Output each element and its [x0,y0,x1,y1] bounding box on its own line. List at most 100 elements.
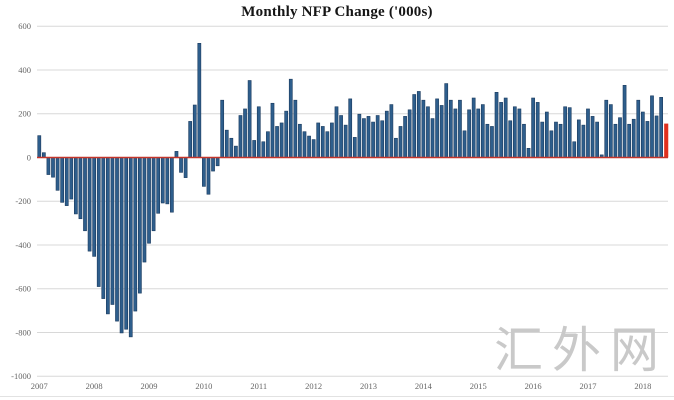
bar [133,157,138,312]
bar [494,92,499,158]
bar [330,122,334,158]
highlighted-last-bar [664,123,669,158]
bar [256,106,261,158]
y-axis-tick-label: 600 [18,21,31,31]
bar [366,116,371,158]
x-axis-year-label: 2016 [525,381,542,391]
bar [631,118,636,158]
bar [243,108,247,158]
bar [645,121,650,158]
y-axis-tick-label: -1000 [11,371,31,381]
bar [554,121,558,158]
bar [266,131,270,158]
bar [590,116,595,158]
y-axis-tick-label: -200 [15,196,31,206]
bar [435,98,439,158]
bar [416,91,421,158]
bar [448,99,453,158]
bar [371,121,375,158]
bar [343,124,348,158]
bar [293,99,298,158]
bar [526,148,531,158]
bar [595,121,599,158]
bar [544,111,549,158]
bar [279,122,284,158]
bar [444,83,449,158]
bar [325,131,330,158]
bar [558,123,563,158]
bar [46,157,51,175]
bar [586,108,590,158]
x-axis-year-label: 2007 [31,381,48,391]
bar [503,97,508,158]
bar [316,122,321,158]
bar [183,157,188,178]
chart-title: Monthly NFP Change ('000s) [241,4,433,20]
y-axis-tick-label: -600 [15,284,31,294]
bar [188,121,193,158]
bar [142,157,147,263]
bar [576,119,581,158]
x-axis-year-label: 2008 [86,381,103,391]
bar [270,102,275,158]
x-axis-year-label: 2012 [305,381,322,391]
bar [476,108,481,158]
bar [252,140,257,158]
bar [119,157,124,334]
bar [357,113,362,158]
bar [115,157,119,322]
bar [412,94,417,158]
bar [192,104,197,158]
bar [238,115,243,158]
bar [508,120,513,158]
bar [147,157,151,244]
bar [96,157,101,287]
bar [234,145,238,158]
bar [83,157,87,232]
bar [55,157,60,191]
y-axis-tick-label: 0 [27,152,31,162]
bar [110,157,115,305]
bar [517,108,522,158]
bar [540,121,545,158]
bar [206,157,211,195]
bar [307,135,311,158]
bar [362,118,366,158]
y-axis-tick-label: -800 [15,327,31,337]
bar [211,157,215,172]
y-axis-tick-label: -400 [15,240,31,250]
bar [499,102,503,158]
x-axis-year-label: 2018 [634,381,651,391]
bar [531,97,535,158]
bar [650,95,654,158]
bar [106,157,110,315]
bar [512,106,517,158]
bar [78,157,83,220]
bar [403,116,407,158]
bar [138,157,142,294]
bar [298,123,302,158]
bar [572,141,577,158]
bar [320,126,325,158]
bar [462,130,467,158]
bar [384,110,389,158]
bar [261,141,266,158]
x-axis-year-label: 2009 [141,381,158,391]
bar [394,137,398,158]
x-axis-year-label: 2010 [195,381,212,391]
bottom-border [0,396,674,397]
bar [549,130,554,158]
bar [426,106,430,158]
bar [288,78,293,158]
bar [101,157,106,299]
bar [535,102,540,158]
bar [202,157,206,187]
bar [622,85,627,158]
bar [87,157,92,252]
bar [480,104,485,158]
bar [179,157,183,173]
bar [69,157,74,200]
y-axis-tick-label: 400 [18,65,31,75]
bar [375,115,380,158]
